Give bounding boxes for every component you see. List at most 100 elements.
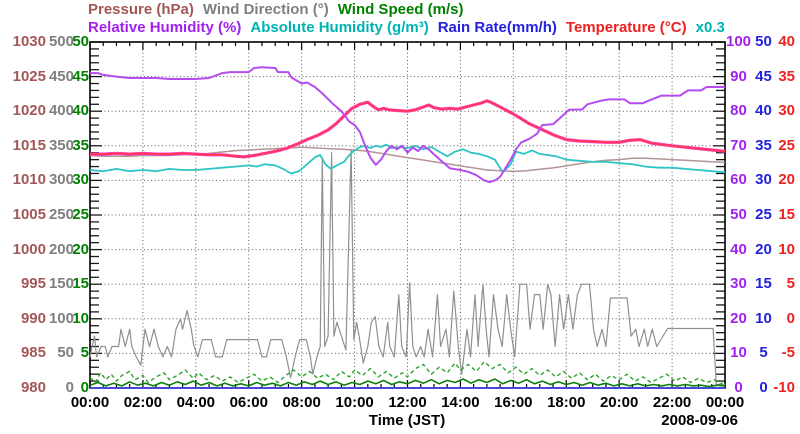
axis-wind_direction-tick: 500 — [48, 33, 74, 50]
axis-pressure-tick: 1015 — [12, 136, 46, 154]
legend-item-2-3: Temperature (°C) — [565, 19, 687, 36]
axis-pressure-tick: 1000 — [12, 240, 46, 258]
x-axis-tick: 10:00 — [335, 394, 374, 411]
axis-pressure-tick: 985 — [20, 344, 46, 362]
axis-rel_humidity-tick: 80 — [730, 102, 747, 120]
axis-rain_rate-tick: 20 — [755, 240, 772, 258]
legend-item-2-1: Absolute Humidity (g/m³) — [250, 19, 429, 36]
axis-wind_direction-labels: 500 450 400 350 300 250 200 150 100 50 0 — [40, 0, 74, 434]
axis-temperature-tick: 20 — [778, 171, 795, 189]
axis-wind_speed-tick: 35 — [72, 136, 89, 154]
axis-temperature-tick: 5 — [786, 275, 795, 293]
axis-wind_direction-tick: 300 — [48, 171, 74, 189]
axis-temperature-tick: 10 — [778, 240, 795, 258]
axis-rain_rate-tick: 5 — [759, 344, 768, 362]
x-axis-title: Time (JST) — [368, 412, 446, 429]
series-wind_speed_avg — [89, 378, 726, 388]
axis-rain_rate-tick: 35 — [755, 136, 772, 154]
axis-rain_rate-tick: 40 — [755, 102, 772, 120]
axis-rain_rate-tick: 10 — [755, 309, 772, 327]
legend-row-2: Relative Humidity (%) Absolute Humidity (… — [88, 19, 734, 37]
axis-pressure-labels: 1030 1025 1020 1015 1010 1005 1000 995 990 985 980 — [2, 0, 46, 434]
x-axis-tick: 18:00 — [547, 394, 586, 411]
axis-wind_speed-tick: 50 — [72, 33, 89, 50]
legend-item-2-2: Rain Rate(mm/h) — [437, 19, 557, 36]
series-relative_humidity — [90, 66, 725, 184]
axis-pressure-tick: 1025 — [12, 67, 46, 85]
axis-wind_direction-tick: 100 — [48, 309, 74, 327]
axis-temperature-tick: 15 — [778, 206, 795, 223]
axis-pressure-tick: 1020 — [12, 102, 46, 120]
legend-item-1-0: Pressure (hPa) — [88, 1, 194, 18]
legend-item-2-0: Relative Humidity (%) — [88, 19, 242, 36]
axis-temperature-tick: -5 — [781, 344, 795, 362]
axis-pressure-tick: 980 — [20, 379, 46, 396]
axis-wind_speed-tick: 15 — [72, 275, 89, 293]
axis-rain_rate-tick: 30 — [755, 171, 772, 189]
axis-rain_rate-tick: 25 — [755, 206, 772, 223]
axis-temperature-tick: -10 — [773, 379, 795, 396]
x-axis-tick: 08:00 — [282, 394, 321, 411]
axis-rel_humidity-labels: 100 90 80 70 60 50 40 30 20 10 0 — [725, 0, 752, 434]
axis-temperature-tick: 40 — [778, 33, 795, 50]
axis-wind_speed-tick: 20 — [72, 240, 89, 258]
axis-rel_humidity-tick: 50 — [730, 206, 747, 223]
x-axis-tick: 00:00 — [705, 394, 745, 411]
axis-wind_direction-tick: 200 — [48, 240, 74, 258]
x-axis-tick: 22:00 — [652, 394, 692, 411]
axis-temperature-tick: 35 — [778, 67, 795, 85]
axis-rain_rate-labels: 50 45 40 35 30 25 20 15 10 5 0 — [754, 0, 773, 434]
x-axis-tick: 06:00 — [229, 394, 268, 411]
axis-pressure-tick: 1010 — [12, 171, 46, 189]
x-axis-tick: 02:00 — [123, 394, 163, 411]
axis-pressure-tick: 990 — [20, 309, 46, 327]
axis-wind_speed-labels: 50 45 40 35 30 25 20 15 10 5 0 — [62, 0, 89, 434]
axis-rel_humidity-tick: 100 — [725, 33, 752, 50]
x-axis-tick: 12:00 — [388, 394, 427, 411]
axis-temperature-tick: 30 — [778, 102, 795, 120]
axis-rel_humidity-tick: 70 — [730, 136, 747, 154]
axis-rel_humidity-tick: 30 — [730, 275, 747, 293]
axis-wind_speed-tick: 0 — [80, 379, 89, 396]
legend-item-1-1: Wind Direction (°) — [202, 1, 329, 18]
series-wind_direction — [89, 148, 725, 386]
axis-rel_humidity-tick: 60 — [730, 171, 747, 189]
axis-wind_speed-tick: 30 — [72, 171, 89, 189]
axis-wind_direction-tick: 450 — [48, 67, 74, 85]
x-axis-tick: 20:00 — [599, 394, 639, 411]
axis-rel_humidity-tick: 20 — [730, 309, 747, 327]
axis-rain_rate-tick: 0 — [759, 379, 768, 396]
series-temperature — [90, 99, 726, 158]
axis-wind_direction-tick: 250 — [48, 206, 74, 223]
x-axis-tick: 00:00 — [70, 394, 110, 411]
axis-rain_rate-tick: 50 — [755, 33, 772, 50]
axis-pressure-tick: 1005 — [12, 206, 46, 223]
axis-wind_direction-tick: 0 — [65, 379, 74, 396]
axis-wind_direction-tick: 400 — [48, 102, 74, 120]
axis-rain_rate-tick: 45 — [755, 67, 772, 85]
axis-wind_direction-tick: 350 — [48, 136, 74, 154]
axis-rel_humidity-tick: 90 — [730, 67, 747, 85]
axis-wind_speed-tick: 10 — [72, 309, 89, 327]
axis-pressure-tick: 1030 — [12, 33, 46, 50]
x-axis-tick: 14:00 — [441, 394, 480, 411]
axis-temperature-tick: 0 — [786, 309, 795, 327]
axis-temperature-labels: 40 35 30 25 20 15 10 5 0 -5 -10 — [766, 0, 795, 434]
axis-temperature-tick: 25 — [778, 136, 795, 154]
legend-item-1-2: Wind Speed (m/s) — [337, 1, 464, 18]
axis-wind_speed-tick: 40 — [72, 102, 89, 120]
axis-wind_speed-tick: 25 — [72, 206, 89, 223]
legend-row-1: Pressure (hPa) Wind Direction (°) Wind Spe… — [88, 1, 472, 19]
axis-rain_rate-tick: 15 — [755, 275, 772, 293]
series-absolute_humidity — [89, 143, 726, 175]
x-axis-tick: 04:00 — [176, 394, 216, 411]
axis-rel_humidity-tick: 10 — [730, 344, 747, 362]
axis-rel_humidity-tick: 40 — [730, 240, 747, 258]
axis-wind_direction-tick: 50 — [57, 344, 74, 362]
legend-item-2-4: x0.3 — [695, 19, 725, 36]
axis-wind_direction-tick: 150 — [48, 275, 74, 293]
axis-wind_speed-tick: 5 — [80, 344, 89, 362]
axis-rel_humidity-tick: 0 — [734, 379, 743, 396]
